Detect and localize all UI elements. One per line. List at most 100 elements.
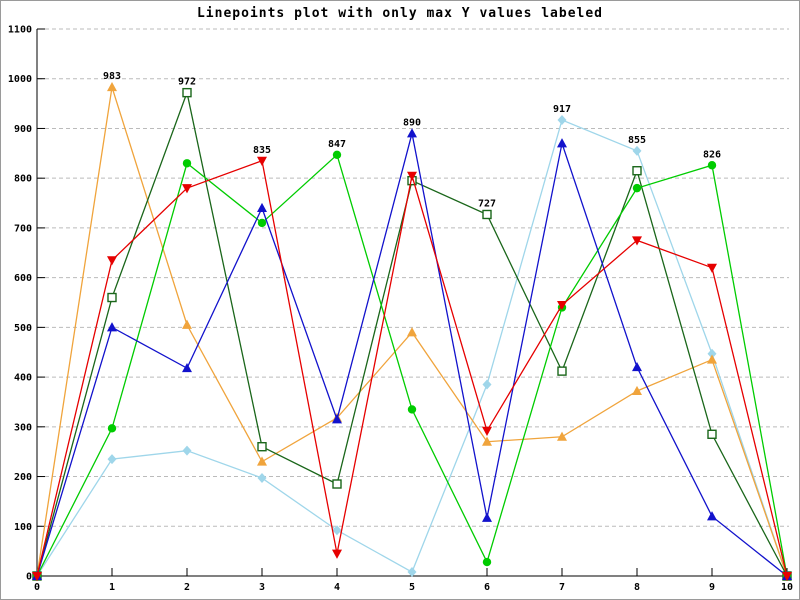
forest-green-marker [107, 292, 117, 303]
red-marker [332, 549, 342, 559]
x-tick-label: 8 [634, 582, 640, 593]
y-tick-label: 1000 [8, 74, 32, 85]
y-tick-label: 900 [14, 124, 32, 135]
max-value-label: 972 [178, 77, 196, 88]
series-red [32, 156, 792, 582]
y-tick-label: 800 [14, 174, 32, 185]
x-tick-label: 7 [559, 582, 565, 593]
bright-green-marker [257, 218, 267, 228]
light-blue-marker [407, 567, 417, 578]
orange-marker [707, 354, 717, 364]
light-blue-marker [482, 379, 492, 390]
blue-marker [182, 362, 192, 373]
x-tick-label: 6 [484, 582, 490, 593]
x-tick-label: 4 [334, 582, 340, 593]
red-marker [407, 171, 417, 181]
bright-green-marker [707, 161, 717, 170]
light-blue-marker [182, 445, 192, 456]
x-tick-label: 0 [34, 582, 40, 593]
blue-marker [407, 128, 417, 138]
light-blue-marker [632, 145, 642, 156]
orange-marker [632, 385, 642, 396]
blue-marker [107, 322, 117, 332]
max-value-label: 727 [478, 198, 496, 209]
forest-green-marker [482, 209, 492, 220]
series-bright-green [32, 150, 792, 581]
y-tick-label: 500 [14, 323, 32, 334]
max-value-label: 890 [403, 117, 421, 128]
blue-marker [557, 138, 567, 148]
orange-marker [557, 431, 567, 441]
forest-green-marker [707, 429, 717, 439]
orange-marker [257, 456, 267, 466]
forest-green-marker [632, 166, 642, 176]
y-tick-label: 700 [14, 223, 32, 234]
x-tick-label: 3 [259, 582, 265, 593]
orange-marker [407, 327, 417, 337]
blue-marker [632, 361, 642, 372]
bright-green-marker [482, 557, 492, 567]
max-value-label: 826 [703, 149, 721, 160]
forest-green-marker [332, 479, 342, 489]
max-value-label: 847 [328, 139, 346, 150]
light-blue-marker [707, 348, 717, 359]
blue-marker [257, 202, 267, 213]
y-tick-label: 100 [14, 522, 32, 533]
series-orange [32, 81, 792, 580]
max-value-label: 855 [628, 135, 646, 146]
bright-green-marker [407, 405, 417, 414]
grid-lines [38, 28, 789, 527]
bright-green-marker [632, 183, 642, 193]
orange-marker [482, 436, 492, 446]
axes [36, 28, 789, 577]
max-value-label: 917 [553, 104, 571, 115]
red-marker [707, 263, 717, 273]
red-marker [632, 236, 642, 246]
forest-green-marker [257, 442, 267, 452]
bright-green-marker [182, 159, 192, 168]
x-tick-label: 5 [409, 582, 415, 593]
red-marker [182, 184, 192, 194]
light-blue-marker [332, 525, 342, 536]
blue-marker [332, 414, 342, 424]
max-value-label: 983 [103, 71, 121, 82]
light-blue-marker [557, 115, 567, 126]
data-series [32, 81, 792, 582]
chart-title: Linepoints plot with only max Y values l… [197, 6, 603, 21]
y-tick-label: 0 [26, 572, 32, 583]
red-marker [782, 572, 792, 582]
orange-marker [182, 319, 192, 329]
orange-marker [107, 81, 117, 92]
bright-green-line [36, 153, 788, 577]
x-tick-label: 9 [709, 582, 715, 593]
blue-line [36, 133, 788, 577]
series-blue [32, 128, 792, 580]
blue-marker [482, 512, 492, 522]
x-tick-label: 1 [109, 582, 115, 593]
light-blue-marker [257, 473, 267, 484]
bright-green-marker [107, 424, 117, 433]
red-marker [107, 256, 117, 266]
max-value-labels: 983 972 835 847 890 727 917 855 826 [103, 71, 721, 209]
y-tick-label: 300 [14, 422, 32, 433]
bright-green-marker [332, 150, 342, 160]
red-marker [482, 426, 492, 436]
red-line [36, 159, 788, 577]
light-blue-marker [107, 454, 117, 465]
forest-green-marker [557, 366, 567, 376]
red-marker [257, 156, 267, 166]
x-tick-label: 2 [184, 582, 190, 593]
forest-green-marker [182, 87, 192, 98]
y-tick-label: 600 [14, 273, 32, 284]
tick-labels: 0 100 200 300 400 500 600 700 800 900 1000 1100 0 1 2 3… [8, 25, 793, 594]
red-marker [557, 300, 567, 311]
x-tick-label: 10 [781, 582, 793, 593]
blue-marker [707, 511, 717, 521]
max-value-label: 835 [253, 145, 271, 156]
y-tick-label: 1100 [8, 25, 32, 36]
y-tick-label: 200 [14, 472, 32, 483]
y-tick-label: 400 [14, 373, 32, 384]
red-marker [32, 572, 42, 582]
